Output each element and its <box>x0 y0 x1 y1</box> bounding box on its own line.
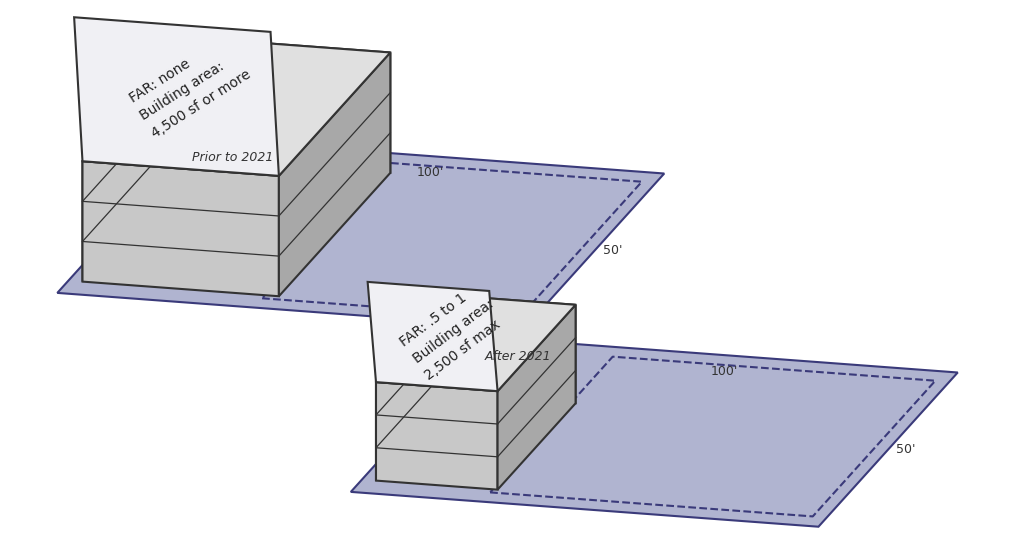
Polygon shape <box>194 38 390 173</box>
Polygon shape <box>376 296 454 481</box>
Text: 100': 100' <box>711 365 737 378</box>
Text: FAR: none
Building area:
4,500 sf or more: FAR: none Building area: 4,500 sf or mor… <box>127 32 253 141</box>
Text: 50': 50' <box>896 443 915 456</box>
Text: FAR: .5 to 1
Building area:
2,500 sf max: FAR: .5 to 1 Building area: 2,500 sf max <box>397 281 508 383</box>
Polygon shape <box>83 161 279 296</box>
Polygon shape <box>351 338 957 527</box>
Text: 50': 50' <box>602 244 622 257</box>
Polygon shape <box>454 296 575 403</box>
Polygon shape <box>376 382 498 490</box>
Text: After 2021: After 2021 <box>485 350 552 363</box>
Polygon shape <box>83 38 194 282</box>
Text: 100': 100' <box>417 166 444 179</box>
Polygon shape <box>74 17 279 176</box>
Polygon shape <box>376 296 575 391</box>
Polygon shape <box>57 139 665 328</box>
Polygon shape <box>279 53 390 296</box>
Polygon shape <box>368 282 498 391</box>
Polygon shape <box>83 38 390 176</box>
Polygon shape <box>498 305 575 490</box>
Text: Prior to 2021: Prior to 2021 <box>191 151 273 164</box>
